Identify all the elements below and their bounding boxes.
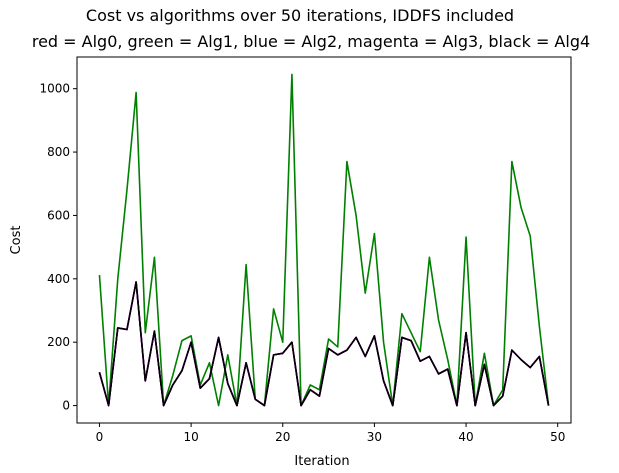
y-tick-label: 0 xyxy=(62,399,70,413)
plot-frame xyxy=(76,56,572,424)
y-axis: 0 200 400 600 800 1000 xyxy=(39,82,77,413)
series-line-alg2 xyxy=(98,281,550,407)
series-layer xyxy=(98,73,550,407)
series-line-alg1 xyxy=(98,73,550,407)
chart-subtitle: red = Alg0, green = Alg1, blue = Alg2, m… xyxy=(32,32,590,51)
series-line-alg3 xyxy=(98,281,550,407)
y-tick-label: 400 xyxy=(47,272,70,286)
x-axis-label: Iteration xyxy=(294,454,349,469)
x-axis: 0 10 20 30 40 50 xyxy=(96,423,565,444)
x-tick-label: 0 xyxy=(96,430,104,444)
series-line-alg4 xyxy=(98,281,550,407)
x-tick-label: 40 xyxy=(458,430,473,444)
y-tick-label: 200 xyxy=(47,335,70,349)
chart-title: Cost vs algorithms over 50 iterations, I… xyxy=(86,6,514,25)
y-tick-label: 600 xyxy=(47,208,70,222)
y-tick-label: 1000 xyxy=(39,82,70,96)
x-tick-label: 10 xyxy=(183,430,198,444)
y-axis-label: Cost xyxy=(9,226,24,255)
x-tick-label: 50 xyxy=(550,430,565,444)
series-line-alg0 xyxy=(98,281,550,407)
y-tick-label: 800 xyxy=(47,145,70,159)
x-tick-label: 20 xyxy=(275,430,290,444)
x-tick-label: 30 xyxy=(367,430,382,444)
